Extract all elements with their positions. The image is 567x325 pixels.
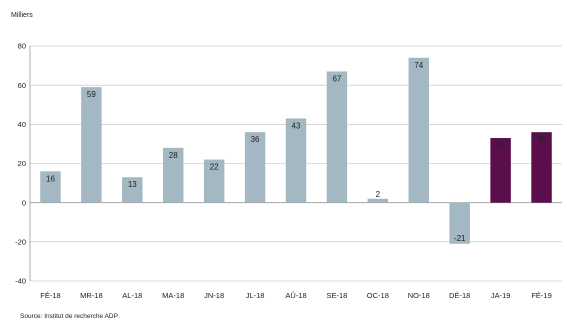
- bar: [326, 71, 348, 203]
- bar-value-label: 13: [128, 180, 137, 189]
- category-label: JL-18: [246, 291, 265, 300]
- y-tick-label: 20: [18, 159, 26, 168]
- bar-value-label: 36: [537, 135, 546, 144]
- bar-value-label: 36: [251, 135, 260, 144]
- bar-value-label: 59: [87, 90, 96, 99]
- bar: [490, 138, 511, 203]
- bar: [122, 177, 143, 203]
- category-label: MR-18: [80, 291, 103, 300]
- bar: [244, 132, 266, 203]
- bar-value-label: 22: [210, 163, 219, 172]
- category-label: JN-18: [204, 291, 224, 300]
- category-label: MA-18: [162, 291, 184, 300]
- labels-layer: 16 FÉ-18 59 MR-18 13 AL-18 28 MA-18 22 JN-18 36 JL-…: [40, 61, 552, 300]
- bar: [408, 57, 429, 203]
- bar: [285, 118, 307, 203]
- bar: [531, 132, 552, 203]
- category-label: JA-19: [491, 291, 511, 300]
- bar: [367, 198, 389, 203]
- category-label: OC-18: [367, 291, 389, 300]
- category-label: FÉ-19: [531, 291, 551, 300]
- source-note: Source: Institut de recherche ADP: [20, 313, 118, 320]
- category-label: AÛ-18: [285, 291, 306, 300]
- y-tick-label: -20: [15, 237, 26, 246]
- bar-value-label: 67: [332, 74, 341, 83]
- bar: [203, 159, 225, 203]
- bar-value-label: 33: [496, 141, 505, 150]
- bar: [40, 171, 61, 203]
- y-tick-label: -40: [15, 277, 26, 286]
- unit-label: Milliers: [11, 12, 33, 19]
- category-label: AL-18: [122, 291, 142, 300]
- y-tick-label: 0: [22, 198, 26, 207]
- bar-value-label: 43: [292, 121, 301, 130]
- bar: [449, 202, 470, 244]
- y-tick-label: 80: [18, 42, 26, 51]
- bar: [163, 147, 184, 203]
- category-label: FÉ-18: [40, 291, 60, 300]
- bar-value-label: 2: [376, 190, 381, 199]
- y-tick-label: 40: [18, 120, 26, 129]
- category-label: DÉ-18: [449, 291, 470, 300]
- bar-value-label: 28: [169, 151, 178, 160]
- bars-layer: [40, 57, 552, 244]
- category-label: NO-18: [408, 291, 430, 300]
- bar-value-label: 16: [46, 174, 55, 183]
- bar-value-label: 74: [414, 61, 423, 70]
- category-label: SE-18: [326, 291, 347, 300]
- bar-value-label: -21: [454, 234, 466, 243]
- bar: [81, 87, 102, 203]
- y-tick-label: 60: [18, 81, 26, 90]
